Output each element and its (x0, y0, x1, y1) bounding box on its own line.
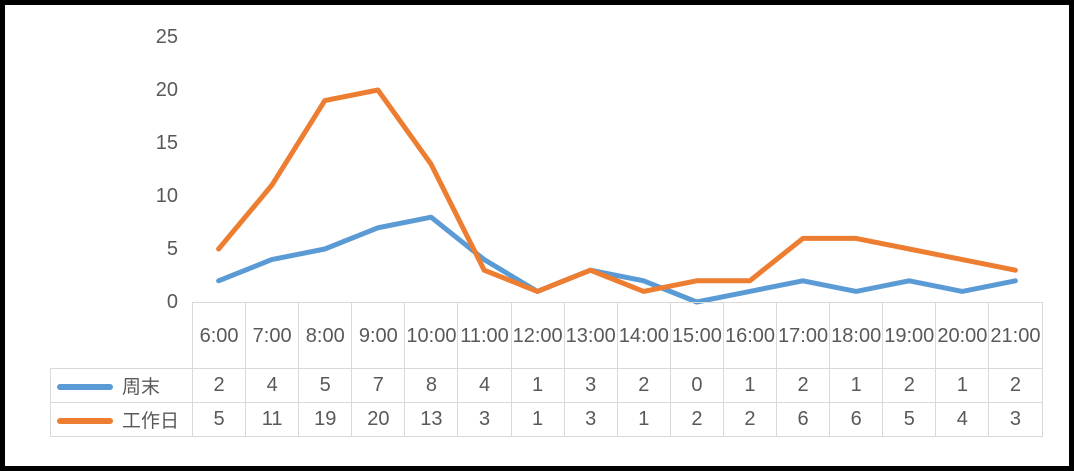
table-row: 周末 2 4 5 7 8 4 1 3 2 0 1 2 1 2 1 2 (50, 368, 1043, 403)
data-value-cell: 8 (404, 368, 459, 403)
data-value-cell: 7 (351, 368, 406, 403)
data-value-cell: 11 (245, 402, 300, 437)
legend-cell: 周末 (50, 368, 193, 403)
table-body: 6:00 7:00 8:00 9:00 10:00 11:00 12:00 13:00 14:0… (50, 302, 1043, 437)
line-chart-plot (216, 87, 1018, 305)
legend-cell: 工作日 (50, 402, 193, 437)
data-value-cell: 4 (457, 368, 512, 403)
data-value-cell: 5 (298, 368, 353, 403)
data-value-cell: 2 (722, 402, 778, 437)
data-value-cell: 4 (245, 368, 300, 403)
x-axis-category-cell: 11:00 (457, 302, 512, 369)
y-axis-tick-label: 25 (155, 26, 178, 48)
x-axis-category-cell: 13:00 (563, 302, 618, 369)
series-line-0 (216, 214, 1018, 305)
table-corner-spacer (51, 303, 193, 369)
legend-line-swatch (57, 383, 113, 390)
data-value-cell: 3 (563, 402, 618, 437)
x-axis-category-cell: 21:00 (988, 302, 1043, 369)
data-value-cell: 20 (351, 402, 406, 437)
x-axis-category-cell: 9:00 (351, 302, 406, 369)
data-value-cell: 3 (457, 402, 512, 437)
y-axis-tick-label: 10 (155, 185, 178, 207)
data-value-cell: 1 (510, 368, 565, 403)
data-value-cell: 3 (563, 368, 618, 403)
series-line-1 (216, 87, 1018, 294)
data-value-cell: 4 (935, 402, 990, 437)
data-value-cell: 13 (404, 402, 459, 437)
data-value-cell: 2 (669, 402, 724, 437)
x-axis-category-cell: 10:00 (404, 302, 459, 369)
data-value-cell: 1 (829, 368, 884, 403)
data-value-cell: 3 (988, 402, 1043, 437)
x-axis-category-cell: 14:00 (616, 302, 671, 369)
legend-label: 周末 (122, 377, 161, 398)
table-row: 工作日 5 11 19 20 13 3 1 3 1 2 2 6 6 5 4 3 (50, 402, 1043, 437)
data-value-cell: 2 (191, 368, 247, 403)
legend-line-swatch (57, 417, 113, 424)
data-value-cell: 5 (882, 402, 937, 437)
data-value-cell: 2 (616, 368, 671, 403)
x-axis-category-cell: 6:00 (191, 302, 247, 369)
chart-data-table: 6:00 7:00 8:00 9:00 10:00 11:00 12:00 13:00 14:0… (50, 302, 1043, 437)
data-value-cell: 1 (722, 368, 778, 403)
data-value-cell: 6 (776, 402, 831, 437)
x-axis-category-cell: 20:00 (935, 302, 990, 369)
data-value-cell: 1 (616, 402, 671, 437)
table-header-row: 6:00 7:00 8:00 9:00 10:00 11:00 12:00 13:00 14:0… (51, 302, 1043, 369)
y-axis-tick-label: 20 (155, 79, 178, 101)
y-axis-tick-label: 15 (155, 132, 178, 154)
data-value-cell: 19 (298, 402, 353, 437)
data-value-cell: 1 (510, 402, 565, 437)
x-axis-category-cell: 19:00 (882, 302, 937, 369)
data-value-cell: 5 (191, 402, 247, 437)
y-axis-tick-label: 5 (166, 238, 178, 260)
x-axis-category-cell: 15:00 (669, 302, 724, 369)
legend-label: 工作日 (122, 411, 180, 432)
data-value-cell: 2 (988, 368, 1043, 403)
data-value-cell: 0 (669, 368, 724, 403)
x-axis-category-cell: 7:00 (245, 302, 300, 369)
data-value-cell: 2 (776, 368, 831, 403)
x-axis-category-cell: 12:00 (510, 302, 565, 369)
x-axis-category-cell: 18:00 (829, 302, 884, 369)
x-axis-category-cell: 8:00 (298, 302, 353, 369)
data-value-cell: 1 (935, 368, 990, 403)
y-axis-tick-label: 0 (166, 291, 178, 313)
x-axis-category-cell: 17:00 (776, 302, 831, 369)
x-axis-category-cell: 16:00 (722, 302, 778, 369)
data-value-cell: 2 (882, 368, 937, 403)
data-value-cell: 6 (829, 402, 884, 437)
